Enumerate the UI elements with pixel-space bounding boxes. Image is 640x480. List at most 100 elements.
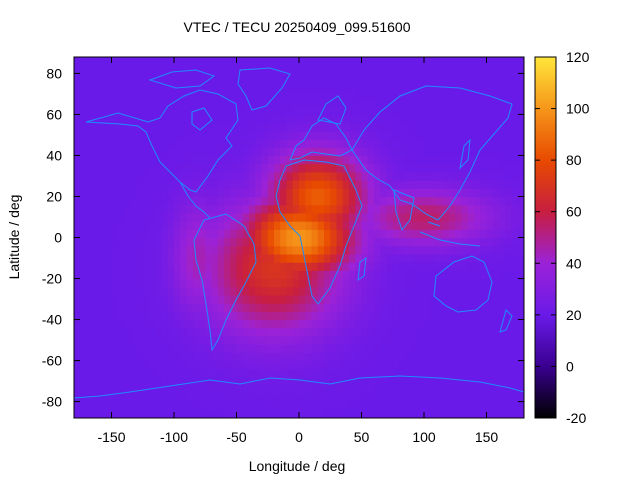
heatmap-cell: [274, 237, 281, 247]
heatmap-cell: [411, 89, 419, 99]
heatmap-cell: [136, 352, 144, 362]
heatmap-cell: [292, 139, 300, 148]
heatmap-cell: [455, 294, 463, 304]
heatmap-cell: [236, 221, 244, 230]
heatmap-cell: [430, 57, 438, 66]
heatmap-cell: [311, 73, 319, 83]
heatmap-cell: [474, 319, 481, 329]
heatmap-cell: [449, 253, 456, 263]
heatmap-cell: [111, 229, 119, 239]
heatmap-cell: [499, 368, 506, 378]
heatmap-cell: [255, 286, 263, 296]
heatmap-cell: [292, 319, 300, 329]
heatmap-cell: [230, 65, 238, 74]
heatmap-cell: [117, 253, 125, 263]
heatmap-cell: [142, 311, 150, 321]
heatmap-cell: [280, 204, 288, 214]
heatmap-cell: [442, 319, 450, 329]
heatmap-cell: [442, 327, 450, 337]
heatmap-cell: [455, 65, 463, 74]
heatmap-cell: [317, 106, 325, 116]
heatmap-cell: [505, 270, 513, 280]
heatmap-cell: [117, 393, 125, 403]
heatmap-cell: [136, 114, 144, 124]
heatmap-cell: [92, 81, 100, 91]
heatmap-cell: [74, 163, 81, 173]
heatmap-cell: [386, 188, 394, 198]
heatmap-cell: [436, 270, 444, 280]
heatmap-cell: [505, 262, 513, 271]
heatmap-cell: [155, 204, 163, 214]
heatmap-cell: [211, 196, 219, 206]
heatmap-cell: [449, 278, 456, 288]
heatmap-cell: [449, 344, 456, 353]
heatmap-cell: [299, 180, 306, 189]
heatmap-cell: [349, 98, 356, 107]
heatmap-cell: [374, 221, 381, 230]
heatmap-cell: [111, 253, 119, 263]
heatmap-cell: [361, 245, 369, 255]
heatmap-cell: [461, 401, 469, 411]
heatmap-cell: [442, 368, 450, 378]
heatmap-cell: [517, 130, 524, 140]
heatmap-cell: [111, 303, 119, 312]
heatmap-cell: [436, 344, 444, 353]
y-tick-label: -80: [42, 394, 62, 410]
coastline-indonesia: [419, 221, 481, 247]
heatmap-cell: [280, 303, 288, 312]
heatmap-cell: [217, 163, 225, 173]
heatmap-cell: [367, 335, 375, 345]
heatmap-cell: [142, 262, 150, 271]
heatmap-cell: [492, 278, 500, 288]
heatmap-cell: [442, 253, 450, 263]
heatmap-cell: [117, 180, 125, 189]
heatmap-cell: [361, 237, 369, 247]
heatmap-cell: [105, 303, 113, 312]
heatmap-cell: [486, 171, 494, 181]
heatmap-cell: [299, 409, 306, 418]
heatmap-cell: [355, 303, 363, 312]
heatmap-cell: [367, 57, 375, 66]
heatmap-cell: [274, 344, 281, 353]
heatmap-cell: [311, 229, 319, 239]
heatmap-cell: [124, 229, 131, 239]
heatmap-cell: [149, 180, 156, 189]
heatmap-cell: [274, 352, 281, 362]
heatmap-cell: [230, 262, 238, 271]
heatmap-cell: [374, 393, 381, 403]
heatmap-cell: [455, 409, 463, 418]
heatmap-cell: [267, 385, 275, 394]
heatmap-cell: [267, 327, 275, 337]
heatmap-cell: [317, 204, 325, 214]
heatmap-cell: [86, 368, 94, 378]
heatmap-cell: [261, 196, 269, 206]
heatmap-cell: [230, 147, 238, 157]
heatmap-cell: [99, 286, 106, 296]
heatmap-cell: [186, 65, 194, 74]
heatmap-cell: [130, 253, 138, 263]
heatmap-cell: [392, 368, 400, 378]
heatmap-cell: [199, 385, 206, 394]
heatmap-cell: [274, 385, 281, 394]
heatmap-cell: [161, 155, 169, 165]
heatmap-cell: [455, 221, 463, 230]
heatmap-cell: [305, 147, 313, 157]
heatmap-cell: [299, 401, 306, 411]
heatmap-cell: [505, 114, 513, 124]
heatmap-cell: [499, 155, 506, 165]
heatmap-cell: [286, 106, 294, 116]
heatmap-cell: [136, 130, 144, 140]
heatmap-cell: [392, 139, 400, 148]
heatmap-cell: [486, 65, 494, 74]
heatmap-cell: [186, 311, 194, 321]
heatmap-cell: [392, 180, 400, 189]
heatmap-cell: [199, 368, 206, 378]
heatmap-cell: [449, 376, 456, 386]
heatmap-cell: [399, 180, 406, 189]
heatmap-cell: [124, 73, 131, 83]
heatmap-cell: [342, 294, 350, 304]
coastline-greenland: [237, 67, 291, 111]
heatmap-cell: [292, 196, 300, 206]
heatmap-cell: [474, 147, 481, 157]
heatmap-cell: [330, 294, 338, 304]
